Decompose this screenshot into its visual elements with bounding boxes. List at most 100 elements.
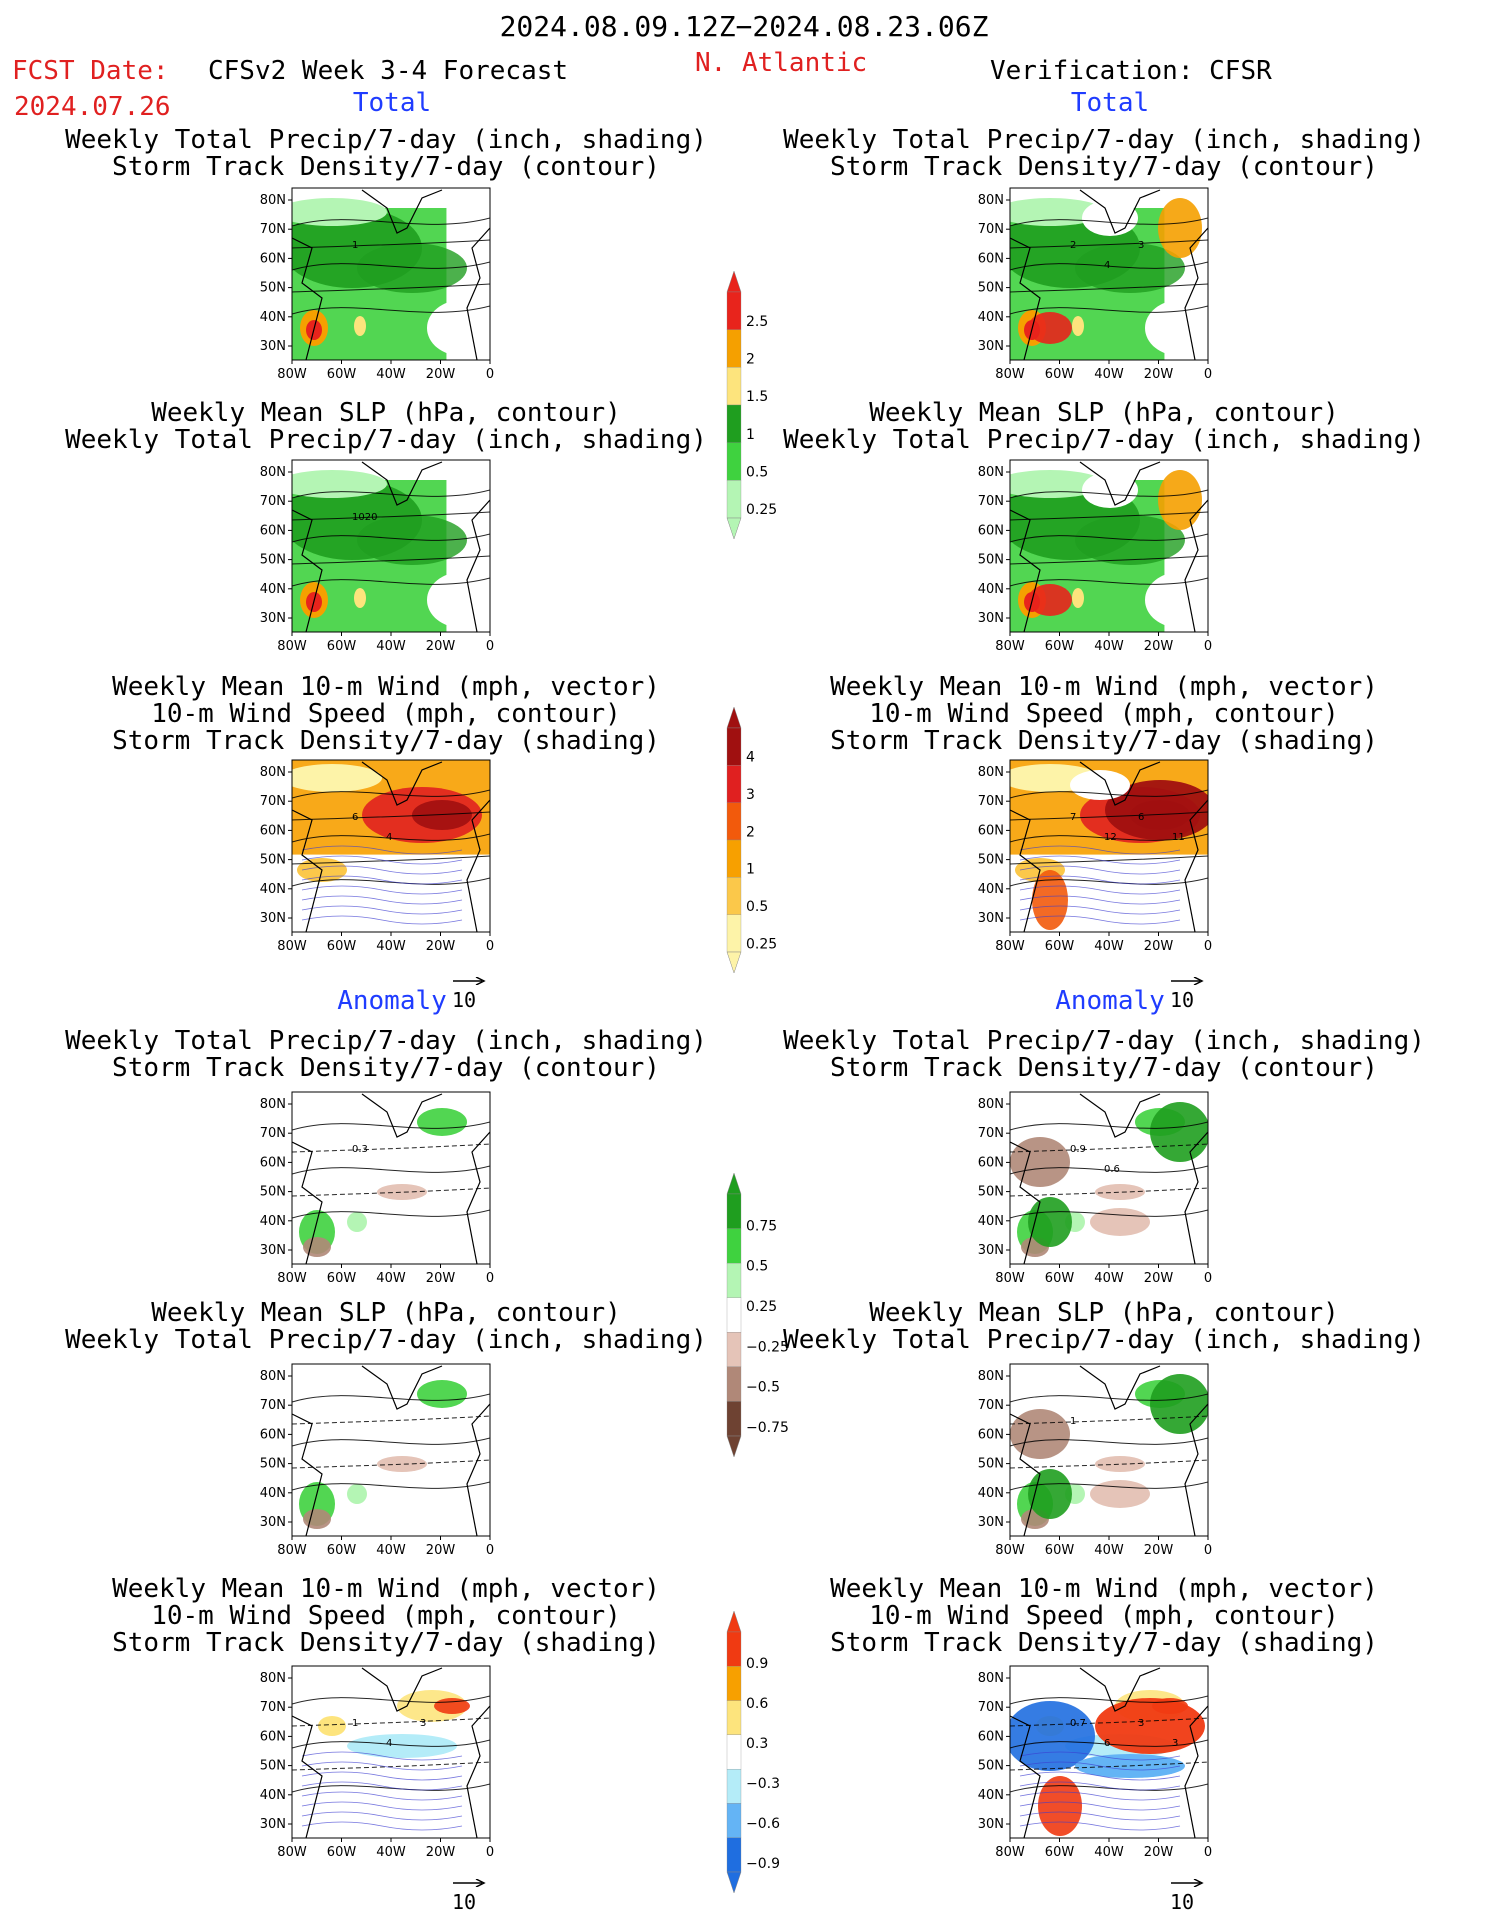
title-line: Weekly Mean SLP (hPa, contour)	[151, 398, 621, 428]
contour-label: 0.9	[1070, 1144, 1086, 1155]
lon-tick-label: 0	[486, 639, 494, 654]
title-line: Weekly Total Precip/7-day (inch, shading…	[65, 1026, 707, 1056]
wind-vector-row	[301, 885, 463, 895]
colorbar-swatch	[726, 839, 742, 878]
contour-line	[1010, 511, 1208, 521]
shading-region	[1095, 1184, 1145, 1200]
contour-label: 1	[352, 240, 358, 251]
colorbar-label: 0.6	[746, 1696, 768, 1712]
lat-tick-label: 30N	[978, 1515, 1004, 1530]
wind-vector-row	[1019, 1811, 1181, 1821]
title-line: Storm Track Density/7-day (shading)	[112, 726, 660, 756]
lat-tick-label: 70N	[260, 1126, 286, 1141]
lat-tick-label: 70N	[260, 494, 286, 509]
lon-tick-label: 80W	[995, 367, 1025, 382]
contour-line	[292, 239, 490, 249]
colorbar-swatch	[726, 329, 742, 368]
contour-line	[1010, 1783, 1208, 1793]
shading-region	[1158, 198, 1202, 258]
lat-tick-label: 30N	[978, 1817, 1004, 1832]
shading-region	[1072, 588, 1084, 608]
coastline	[361, 761, 443, 806]
wind-vector-row	[301, 1761, 463, 1771]
lat-tick-label: 40N	[260, 1788, 286, 1803]
contour-line	[1010, 1717, 1208, 1727]
lon-tick-label: 20W	[426, 1271, 456, 1286]
shading-region	[1072, 316, 1084, 336]
lat-tick-label: 60N	[978, 523, 1004, 538]
title-line: Weekly Mean SLP (hPa, contour)	[869, 1298, 1339, 1328]
contour-label: 4	[1104, 260, 1110, 271]
lon-tick-label: 20W	[1144, 367, 1174, 382]
contour-label: 6	[352, 812, 358, 823]
title-line: Storm Track Density/7-day (shading)	[112, 1628, 660, 1658]
contour-line	[292, 577, 490, 587]
shading-region	[347, 1484, 367, 1504]
lon-tick-label: 40W	[1094, 1271, 1124, 1286]
contour-line	[1010, 789, 1208, 799]
lon-tick-label: 80W	[995, 1543, 1025, 1558]
coastline	[1184, 799, 1208, 932]
vector-scale-label: 10	[452, 988, 477, 1012]
shading-region	[417, 1108, 467, 1136]
lon-tick-label: 80W	[277, 1271, 307, 1286]
wind-vector-row	[1019, 1771, 1181, 1781]
colorbar-label: −0.25	[746, 1339, 789, 1355]
map-panel: 1020 80N 70N 60N 50N 40N 30N 80W 60W 40W 20W 0	[260, 459, 494, 654]
shading-region	[292, 198, 387, 226]
lon-tick-label: 0	[1204, 939, 1212, 954]
lat-tick-label: 30N	[260, 1515, 286, 1530]
colorbar-swatch	[726, 1172, 742, 1195]
contour-line	[1010, 1143, 1208, 1153]
colorbar-label: 0.25	[746, 936, 777, 952]
colorbar-label: 1	[746, 862, 755, 878]
section-anomaly-right: Anomaly	[1055, 986, 1165, 1016]
shading-region	[397, 1690, 467, 1722]
region-label: N. Atlantic	[695, 48, 868, 78]
lat-tick-label: 80N	[260, 1671, 286, 1686]
shading-region	[1032, 870, 1068, 930]
shading-region	[354, 316, 366, 336]
colorbar-swatch	[726, 802, 742, 841]
map-panel: 1 80N 70N 60N 50N 40N 30N 80W 60W 40W 20W 0	[978, 1363, 1212, 1558]
lon-tick-label: 40W	[1094, 1543, 1124, 1558]
map-panel: 1 80N 70N 60N 50N 40N 30N 80W 60W 40W 20W 0	[260, 187, 494, 382]
coastline	[292, 1141, 323, 1264]
lon-tick-label: 40W	[376, 1845, 406, 1860]
contour-line	[1010, 1187, 1208, 1197]
map-panel: 2 4 3 80N 70N 60N 50N 40N 30N 80W 60W 40W 20W 0	[978, 187, 1212, 382]
coastline	[1184, 1131, 1208, 1264]
coastline	[1010, 237, 1041, 360]
contour-line	[1010, 283, 1208, 293]
coastline	[1010, 1141, 1041, 1264]
colorbar: 0.9 0.6 0.3 −0.3 −0.6 −0.9	[726, 1610, 780, 1894]
shading-region	[1010, 470, 1105, 498]
lat-tick-label: 70N	[260, 794, 286, 809]
lat-tick-label: 30N	[260, 1243, 286, 1258]
map-panel: 1 4 3 80N 70N 60N 50N 40N 30N 80W 60W 40W 20W 0	[260, 1665, 494, 1860]
lon-tick-label: 40W	[1094, 639, 1124, 654]
wind-vector-row	[1019, 855, 1181, 865]
lat-tick-label: 60N	[260, 251, 286, 266]
panel-title: Weekly Mean 10-m Wind (mph, vector) 10-m…	[830, 674, 1378, 755]
lon-tick-label: 80W	[277, 639, 307, 654]
contour-line	[292, 305, 490, 315]
lon-tick-label: 60W	[1045, 1845, 1075, 1860]
title-line: Weekly Total Precip/7-day (inch, shading…	[783, 125, 1425, 155]
contour-line	[1010, 877, 1208, 887]
lon-tick-label: 60W	[1045, 367, 1075, 382]
wind-vector-row	[1019, 1791, 1181, 1801]
title-line: Storm Track Density/7-day (contour)	[112, 1053, 660, 1083]
lat-tick-label: 60N	[260, 1427, 286, 1442]
lat-tick-label: 40N	[978, 882, 1004, 897]
colorbar-label: 0.75	[746, 1218, 777, 1234]
wind-vector-row	[1019, 885, 1181, 895]
lon-tick-label: 80W	[277, 1845, 307, 1860]
lat-tick-label: 40N	[978, 1214, 1004, 1229]
shading-region	[1082, 472, 1138, 508]
contour-line	[292, 1143, 490, 1153]
vector-scale-left-top: 10	[452, 966, 486, 1012]
lat-tick-label: 60N	[978, 1729, 1004, 1744]
contour-label: 3	[1138, 240, 1144, 251]
shading-region	[1090, 1208, 1150, 1236]
